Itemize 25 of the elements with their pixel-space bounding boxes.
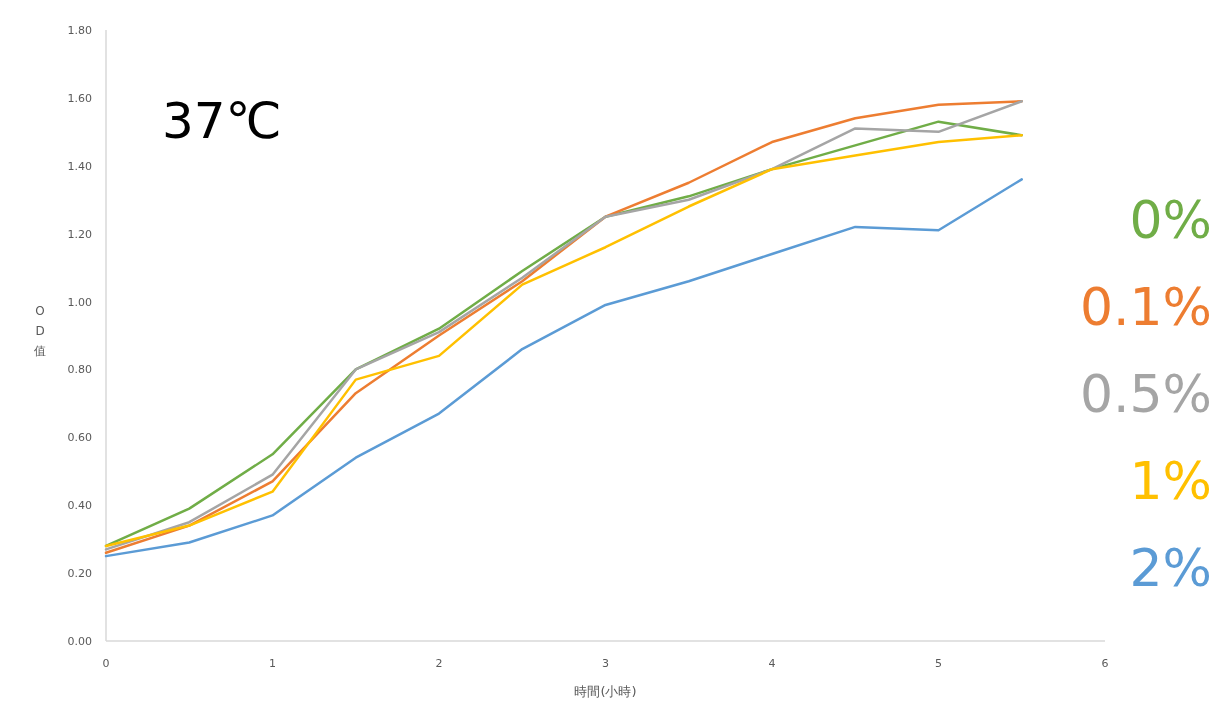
y-axis-title: OD值 [34, 304, 46, 358]
y-tick-label: 0.60 [67, 431, 92, 445]
text: 0.5% [1079, 364, 1212, 424]
x-tick-label: 0 [102, 657, 110, 670]
y-tick-label: 1.00 [67, 295, 92, 309]
y-tick-label: 0.20 [67, 567, 92, 581]
text: 0.1% [1079, 277, 1212, 337]
y-tick-label: 0.40 [67, 499, 92, 513]
y-tick-label: 1.60 [67, 91, 92, 105]
y-tick-label: 1.80 [67, 24, 92, 37]
x-tick-label: 3 [602, 657, 609, 670]
x-tick-label: 1 [269, 657, 276, 670]
x-axis-title: 時間(小時) [574, 684, 637, 699]
y-tick-label: 1.40 [67, 159, 92, 173]
x-tick-label: 5 [935, 657, 942, 670]
text: 2% [1129, 538, 1212, 598]
text: 0% [1129, 190, 1212, 250]
text: 1% [1129, 451, 1212, 511]
y-tick-label: 0.00 [67, 635, 92, 648]
x-tick-label: 4 [768, 657, 776, 670]
text: 37℃ [162, 92, 282, 150]
y-tick-label: 0.80 [67, 363, 92, 377]
x-tick-label: 6 [1101, 657, 1109, 670]
x-tick-label: 2 [435, 657, 443, 670]
y-tick-label: 1.20 [67, 227, 92, 241]
